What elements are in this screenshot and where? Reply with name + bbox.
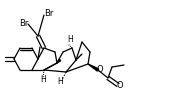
Text: Br: Br (19, 20, 29, 29)
Polygon shape (88, 64, 99, 71)
Text: H: H (67, 36, 73, 45)
Text: H: H (57, 77, 63, 86)
Text: O: O (97, 64, 103, 73)
Text: H: H (40, 75, 46, 84)
Text: Br: Br (44, 10, 54, 19)
Text: O: O (117, 82, 123, 91)
Polygon shape (57, 59, 61, 63)
